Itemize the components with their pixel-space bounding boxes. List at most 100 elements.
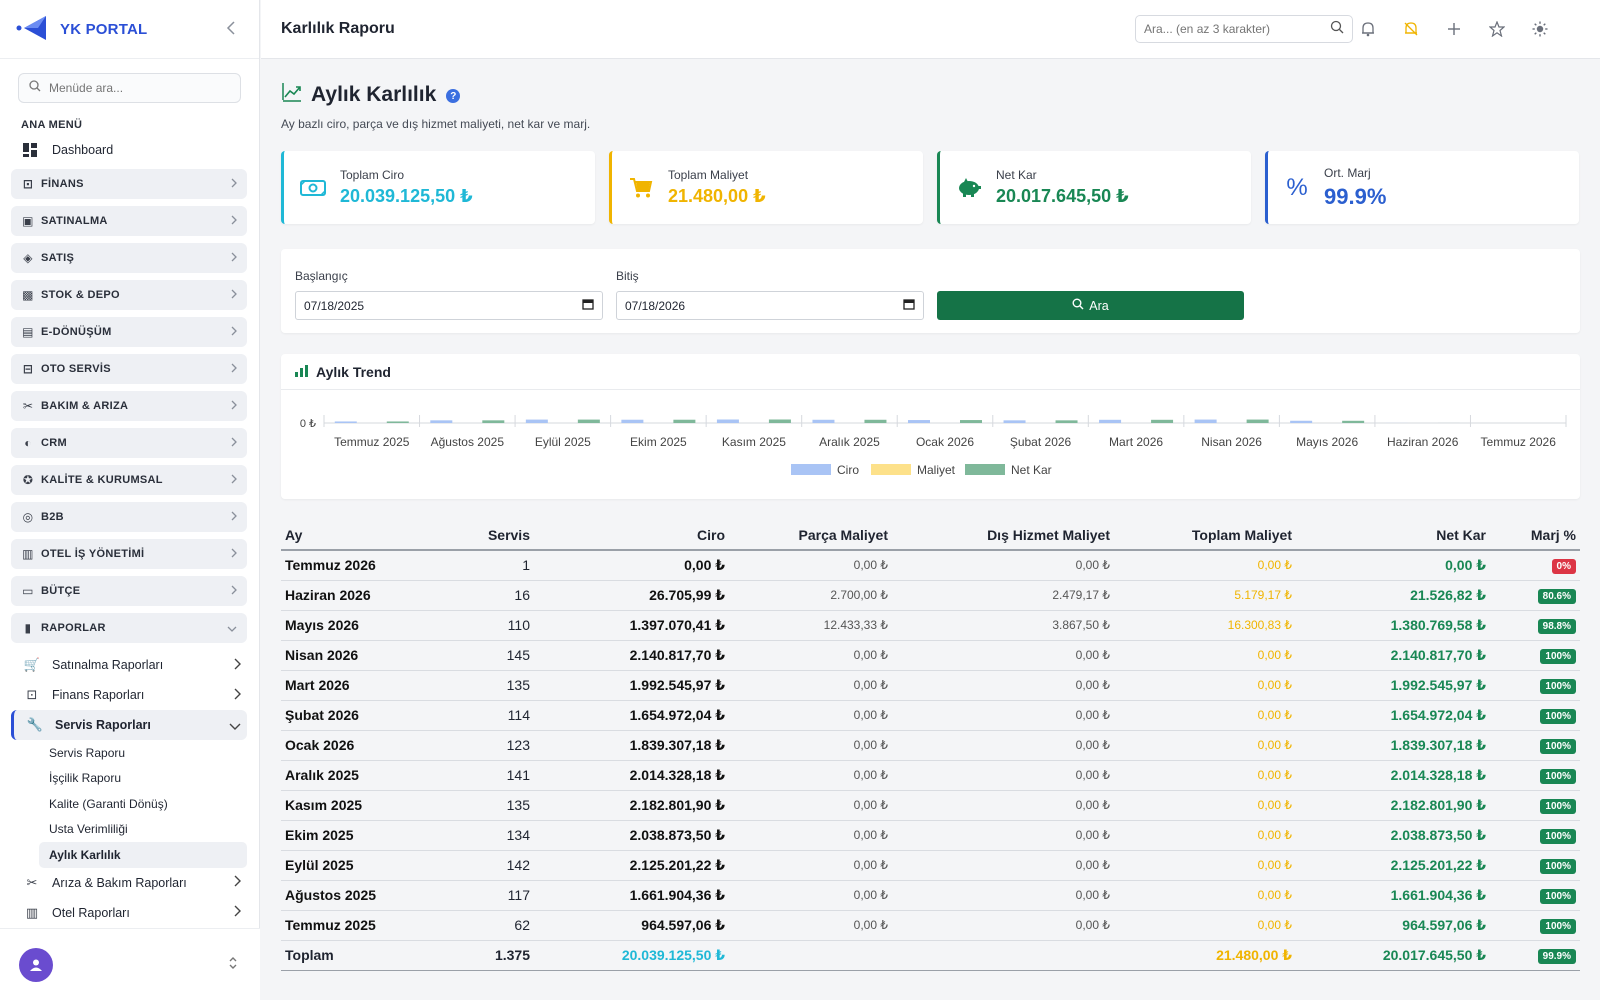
plus-icon[interactable] [1443,18,1465,40]
calendar-icon[interactable] [582,298,594,313]
menu-search [18,73,241,103]
help-icon[interactable]: ? [446,89,461,103]
bell-off-icon[interactable] [1400,18,1422,40]
collapse-sidebar-button[interactable] [219,19,243,40]
trend-chart: 0 ₺ Temmuz 2025 Ağustos 2025 Eylül 2025 Ekim… [300,415,1567,477]
bar-net-kar [673,419,696,423]
sidebar-subitem[interactable]: ✂ Arıza & Bakım Raporları [0,868,247,898]
table-row[interactable]: Temmuz 2026 1 0,00 ₺ 0,00 ₺ 0,00 ₺ 0,00 ₺ 0,00… [281,550,1580,581]
trend-icon [281,81,303,108]
table-row[interactable]: Ağustos 2025 117 1.661.904,36 ₺ 0,00 ₺ 0,00 … [281,880,1580,911]
sidebar-group-6[interactable]: ✂ BAKIM & ARIZA [11,391,247,421]
cell-total-cost: 0,00 ₺ [1114,820,1296,851]
sidebar-subitem[interactable]: ▥ Otel Raporları [0,898,247,928]
start-date-label: Başlangıç [295,269,348,283]
sidebar-group-4[interactable]: ▤ E-DÖNÜŞÜM [11,317,247,347]
sidebar-group-10[interactable]: ▥ OTEL İŞ YÖNETİMİ [11,539,247,569]
cell-service: 1 [441,550,534,581]
col-header-revenue[interactable]: Ciro [534,520,729,551]
sidebar-group-12[interactable]: ▮ RAPORLAR [11,613,247,643]
trend-chart-card: Aylık Trend 0 ₺ Temmuz 2025 Ağustos 2025 Ey… [281,354,1580,499]
cell-service: 16 [441,580,534,611]
x-tick-label: Aralık 2025 [819,435,880,449]
bar-ciro [525,419,548,423]
start-date-input[interactable]: 07/18/2025 [295,291,603,320]
cell-parts-cost: 0,00 ₺ [729,760,892,791]
sidebar-leaf-item[interactable]: Usta Verimliliği [49,822,128,837]
col-header-service[interactable]: Servis [441,520,534,551]
cell-total-cost: 0,00 ₺ [1114,550,1296,581]
avatar[interactable] [19,947,53,982]
end-date-input[interactable]: 07/18/2026 [616,291,924,320]
table-row[interactable]: Nisan 2026 145 2.140.817,70 ₺ 0,00 ₺ 0,00 ₺ 0… [281,640,1580,671]
sidebar-group-1[interactable]: ▣ SATINALMA [11,206,247,236]
sidebar-subitem[interactable]: 🛒 Satınalma Raporları [0,650,247,680]
search-icon[interactable] [1330,20,1344,39]
bar-ciro [908,420,930,423]
kpi-label: Toplam Maliyet [668,168,749,182]
x-tick-label: Ocak 2026 [916,435,974,449]
table-row[interactable]: Temmuz 2025 62 964.597,06 ₺ 0,00 ₺ 0,00 ₺ 0,0… [281,910,1580,941]
sidebar-subitem[interactable]: 🔧 Servis Raporları [11,710,247,740]
sidebar-item-dashboard[interactable]: Dashboard [0,137,259,163]
col-header-month[interactable]: Ay [281,520,441,551]
sidebar-leaf-item[interactable]: İşçilik Raporu [49,771,122,786]
cell-total-cost: 0,00 ₺ [1114,850,1296,881]
table-row[interactable]: Şubat 2026 114 1.654.972,04 ₺ 0,00 ₺ 0,00 ₺ 0… [281,700,1580,731]
star-icon[interactable] [1486,18,1508,40]
cell-margin: 100% [1490,910,1580,941]
sidebar-group-5[interactable]: ⊟ OTO SERVİS [11,354,247,384]
table-row[interactable]: Ekim 2025 134 2.038.873,50 ₺ 0,00 ₺ 0,00 ₺ 0,… [281,820,1580,851]
bar-ciro [621,419,644,423]
bell-icon[interactable] [1357,18,1379,40]
sidebar-group-label: OTO SERVİS [41,363,111,375]
margin-badge: 100% [1540,829,1576,844]
table-row[interactable]: Mart 2026 135 1.992.545,97 ₺ 0,00 ₺ 0,00 ₺ 0,… [281,670,1580,701]
sidebar-group-2[interactable]: ◈ SATIŞ [11,243,247,273]
sidebar-group-9[interactable]: ◎ B2B [11,502,247,532]
sun-icon[interactable] [1529,18,1551,40]
bar-net-kar [577,419,600,423]
search-button[interactable]: Ara [937,291,1244,320]
chevron-updown-icon[interactable] [228,956,238,973]
sidebar-leaf-item[interactable]: Servis Raporu [49,745,126,760]
sidebar-group-7[interactable]: ◐ CRM [11,428,247,458]
kpi-label: Ort. Marj [1324,165,1371,180]
table-row[interactable]: Haziran 2026 16 26.705,99 ₺ 2.700,00 ₺ 2.479… [281,580,1580,611]
logo-bar: YK PORTAL [0,0,259,59]
table-row[interactable]: Aralık 2025 141 2.014.328,18 ₺ 0,00 ₺ 0,00 ₺… [281,760,1580,791]
col-header-net-profit[interactable]: Net Kar [1296,520,1490,551]
search-icon [29,79,41,97]
col-header-external-cost[interactable]: Dış Hizmet Maliyet [892,520,1114,551]
sidebar-group-0[interactable]: ⊡ FİNANS [11,169,247,199]
cell-revenue: 1.654.972,04 ₺ [534,700,729,731]
global-search-input[interactable] [1144,22,1324,36]
sidebar-group-8[interactable]: ✪ KALİTE & KURUMSAL [11,465,247,495]
cell-net-profit: 1.380.769,58 ₺ [1296,610,1490,641]
x-tick-label: Temmuz 2026 [1481,435,1557,449]
col-header-total-cost[interactable]: Toplam Maliyet [1114,520,1296,551]
sidebar-group-label: SATINALMA [41,215,108,227]
total-margin: 99.9% [1490,940,1580,971]
table-row[interactable]: Kasım 2025 135 2.182.801,90 ₺ 0,00 ₺ 0,00 ₺ 0… [281,790,1580,821]
sidebar-leaf-item[interactable]: Aylık Karlılık [39,842,247,868]
filter-panel: Başlangıç 07/18/2025 Bitiş 07/18/2026 Ar… [281,249,1580,333]
sidebar-leaf-item[interactable]: Kalite (Garanti Dönüş) [49,796,168,811]
col-header-margin[interactable]: Marj % [1490,520,1580,551]
search-icon [1072,298,1084,313]
x-tick-label: Ağustos 2025 [431,435,505,449]
sidebar-group-3[interactable]: ▩ STOK & DEPO [11,280,247,310]
user-bar[interactable] [0,928,260,1000]
document-icon: ▤ [22,325,34,339]
search-button-label: Ara [1089,298,1109,313]
calendar-icon[interactable] [903,298,915,313]
table-row[interactable]: Eylül 2025 142 2.125.201,22 ₺ 0,00 ₺ 0,00 ₺ 0… [281,850,1580,881]
menu-search-input[interactable] [49,81,229,95]
x-tick-label: Şubat 2026 [1010,435,1072,449]
sidebar-group-11[interactable]: ▭ BÜTÇE [11,576,247,606]
col-header-parts-cost[interactable]: Parça Maliyet [729,520,892,551]
table-row[interactable]: Ocak 2026 123 1.839.307,18 ₺ 0,00 ₺ 0,00 ₺ 0,… [281,730,1580,761]
sidebar-subitem[interactable]: ⊡ Finans Raporları [0,680,247,710]
topbar: Karlılık Raporu [261,0,1600,59]
table-row[interactable]: Mayıs 2026 110 1.397.070,41 ₺ 12.433,33 ₺ 3.… [281,610,1580,641]
